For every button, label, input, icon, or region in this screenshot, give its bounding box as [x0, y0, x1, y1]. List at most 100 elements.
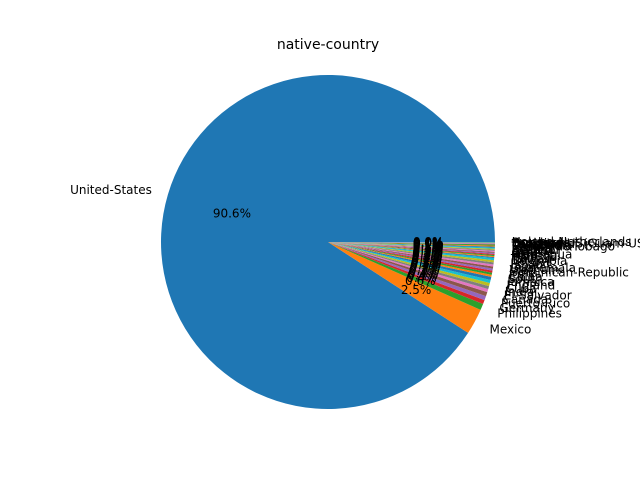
category-label-el-salvador: El-Salvador — [504, 288, 572, 302]
pie-slice-vietnam — [328, 242, 494, 269]
percent-label-laos: 0.0% — [413, 236, 444, 250]
category-label-india: India — [505, 285, 534, 299]
category-label-united-states: United-States — [70, 183, 152, 197]
category-label-cambodia: Cambodia — [512, 238, 573, 252]
pie-slice-japan — [328, 242, 494, 265]
pie-slice-scotland — [328, 242, 496, 243]
category-label-laos: Laos — [512, 238, 540, 252]
category-label-poland: Poland — [510, 256, 550, 270]
pie-slice-cuba — [328, 242, 490, 287]
category-label-puerto-rico: Puerto-Rico — [501, 297, 570, 311]
percent-label-canada: 0.4% — [408, 266, 439, 280]
percent-label-france: 0.1% — [413, 240, 444, 254]
pie-slice-nicaragua — [328, 242, 495, 254]
pie-slice-thailand — [328, 242, 495, 245]
percent-label-taiwan: 0.1% — [413, 244, 444, 258]
pie-slice-honduras — [328, 242, 496, 243]
pie-slice-portugal — [328, 242, 495, 256]
percent-label-china: 0.2% — [411, 254, 442, 268]
percent-label-nicaragua: 0.1% — [413, 242, 444, 256]
category-label-ecuador: Ecuador — [512, 243, 561, 257]
pie-slices — [161, 74, 496, 409]
category-label-nicaragua: Nicaragua — [511, 248, 572, 262]
percent-label-portugal: 0.1% — [413, 243, 444, 257]
pie-slice-south — [328, 242, 492, 277]
percent-label-scotland: 0.0% — [413, 235, 444, 249]
category-label-england: England — [506, 278, 555, 292]
percent-label-peru: 0.1% — [413, 241, 444, 255]
percent-label-germany: 0.4% — [406, 271, 437, 285]
percent-label-haiti: 0.1% — [413, 244, 444, 258]
pie-slice-england — [328, 242, 491, 284]
percent-label-japan: 0.2% — [412, 248, 443, 262]
category-label-philippines: Philippines — [497, 306, 562, 320]
category-label-holand-netherlands: Holand-Netherlands — [512, 235, 632, 249]
percent-label-mexico: 2.5% — [401, 283, 432, 297]
category-label-ireland: Ireland — [512, 242, 554, 256]
category-label-mexico: Mexico — [489, 323, 531, 337]
percent-label-cambodia: 0.1% — [413, 237, 444, 251]
pie-slice-iran — [328, 242, 495, 257]
pie-slice-hong — [328, 242, 495, 248]
category-label-columbia: Columbia — [511, 254, 568, 268]
percent-label-guatemala: 0.2% — [412, 249, 443, 263]
pie-slice-china — [328, 242, 493, 275]
pie-slice-guatemala — [328, 242, 494, 267]
pie-slice-ireland — [328, 242, 495, 249]
pie-slice-mexico — [328, 242, 481, 333]
category-label-iran: Iran — [511, 250, 534, 264]
percent-label-trinadad-tobago: 0.1% — [413, 237, 444, 251]
pie-slice-yugoslavia — [328, 242, 495, 244]
category-labels: United-States Mexico PhilippinesGermanyPue… — [70, 183, 640, 337]
pie-slice-outlying-us-guam-usvi-etc — [328, 242, 495, 244]
percent-label-ireland: 0.1% — [413, 239, 444, 253]
chart-title: native-country — [277, 37, 379, 53]
category-label-south: South — [508, 272, 543, 286]
percent-label-ecuador: 0.1% — [413, 239, 444, 253]
percent-label-puerto-rico: 0.4% — [407, 269, 438, 283]
percent-label-poland: 0.2% — [412, 247, 443, 261]
percent-label-thailand: 0.0% — [413, 236, 444, 250]
percent-label-jamaica: 0.3% — [411, 257, 442, 271]
pie-slice-italy — [328, 242, 493, 273]
category-label-scotland: Scotland — [512, 236, 564, 250]
pie-slice-puerto-rico — [328, 242, 486, 301]
percent-label-holand-netherlands: 0.0% — [413, 235, 444, 249]
pie-slice-trinadad-tobago — [328, 242, 495, 247]
percent-label-outlying-us-guam-usvi-etc: 0.0% — [413, 236, 444, 250]
pie-slice-cambodia — [328, 242, 495, 246]
percent-label-el-salvador: 0.3% — [409, 264, 440, 278]
pie-slice-haiti — [328, 242, 495, 258]
pie-slice-ecuador — [328, 242, 495, 250]
category-label-honduras: Honduras — [512, 236, 570, 250]
category-label-portugal: Portugal — [511, 249, 561, 263]
category-label-thailand: Thailand — [511, 237, 564, 251]
percent-label-vietnam: 0.2% — [412, 250, 443, 264]
percent-label-cuba: 0.3% — [410, 261, 441, 275]
pie-slice-canada — [328, 242, 488, 297]
percent-label-south: 0.2% — [411, 255, 442, 269]
category-label-guatemala: Guatemala — [510, 261, 576, 275]
pie-slice-philippines — [328, 242, 484, 310]
category-label-outlying-us-guam-usvi-etc: Outlying-US(Guam-USVI-etc) — [512, 237, 640, 251]
percent-label-iran: 0.1% — [413, 243, 444, 257]
pie-slice-germany — [328, 242, 485, 305]
category-label-vietnam: Vietnam — [510, 263, 560, 277]
pie-slice-france — [328, 242, 495, 251]
pie-slice-columbia — [328, 242, 495, 261]
pie-slice-peru — [328, 242, 495, 253]
percent-label-greece: 0.1% — [413, 241, 444, 255]
category-label-china: China — [508, 270, 542, 284]
category-label-greece: Greece — [511, 245, 554, 259]
category-label-cuba: Cuba — [506, 282, 537, 296]
category-label-hong: Hong — [512, 241, 544, 255]
category-label-taiwan: Taiwan — [510, 252, 552, 266]
pie-slice-taiwan — [328, 242, 495, 259]
category-label-peru: Peru — [511, 246, 538, 260]
category-label-trinadad-tobago: Trinadad&Tobago — [511, 240, 615, 254]
percent-label-hungary: 0.0% — [413, 236, 444, 250]
category-label-jamaica: Jamaica — [506, 275, 554, 289]
percent-labels: 90.6%2.5%0.6%0.4%0.4%0.4%0.3%0.3%0.3%0.3… — [213, 207, 444, 297]
category-label-dominican-republic: Dominican-Republic — [509, 265, 629, 279]
